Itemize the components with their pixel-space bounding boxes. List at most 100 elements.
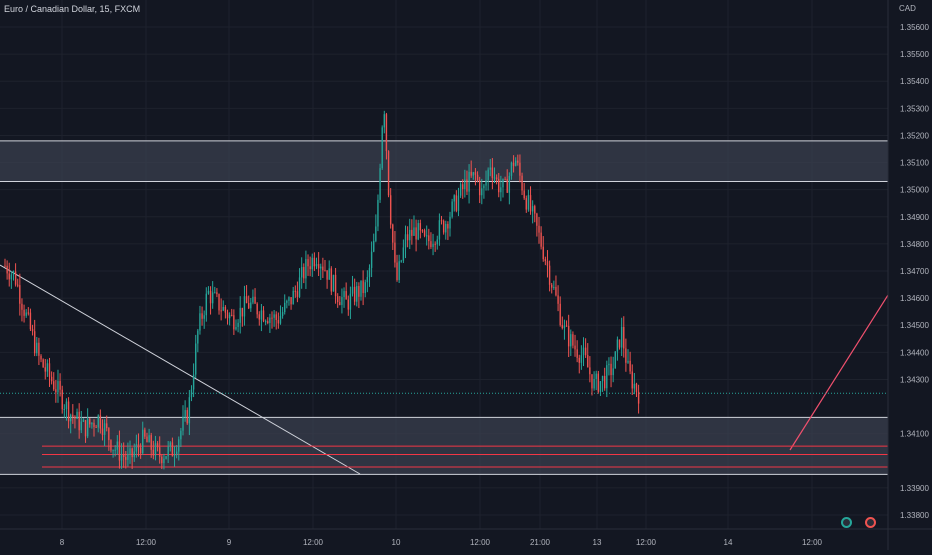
- candle-body: [548, 265, 551, 285]
- candle-body: [86, 418, 89, 437]
- candle-body: [529, 195, 532, 212]
- candle-body: [19, 285, 21, 304]
- candle-body: [534, 206, 536, 214]
- candle-body: [127, 453, 129, 460]
- candle-body: [483, 185, 485, 189]
- candle-body: [434, 243, 436, 245]
- candle-body: [135, 444, 138, 452]
- candle-body: [264, 321, 267, 323]
- candle-body: [341, 297, 343, 305]
- candle-body: [487, 169, 489, 181]
- candle-body: [470, 171, 472, 176]
- candle-body: [358, 286, 360, 297]
- candle-body: [67, 401, 70, 422]
- trendline-projection[interactable]: [789, 283, 896, 451]
- chart-settings-icon[interactable]: [841, 517, 852, 528]
- candle-body: [82, 420, 85, 422]
- candle-body: [214, 292, 216, 294]
- candle-body: [495, 177, 498, 179]
- candle-body: [10, 274, 13, 280]
- candle-body: [512, 162, 515, 166]
- candle-body: [553, 286, 555, 288]
- candle-body: [493, 177, 496, 179]
- candle-body: [574, 345, 576, 350]
- candle-body: [59, 381, 61, 390]
- candle-body: [565, 325, 568, 327]
- y-tick-label: 1.35000: [900, 186, 929, 195]
- candle-body: [587, 355, 589, 368]
- candle-body: [182, 416, 184, 431]
- candle-body: [521, 175, 523, 191]
- candle-body: [158, 447, 161, 457]
- candle-body: [305, 259, 307, 279]
- candle-body: [356, 286, 358, 302]
- candle-body: [93, 422, 95, 427]
- candle-body: [385, 114, 388, 152]
- candle-body: [108, 428, 110, 441]
- candle-body: [425, 235, 428, 237]
- candle-body: [334, 274, 337, 297]
- alert-icon[interactable]: [865, 517, 876, 528]
- price-axis[interactable]: [888, 0, 932, 550]
- candle-body: [284, 302, 286, 313]
- candle-body: [570, 334, 572, 347]
- candle-body: [591, 374, 593, 389]
- candle-body: [142, 429, 144, 454]
- candle-body: [303, 267, 305, 279]
- candle-body: [572, 334, 574, 346]
- candle-body: [445, 223, 447, 233]
- y-tick-label: 1.35100: [900, 159, 929, 168]
- candle-body: [112, 449, 114, 451]
- candle-body: [201, 313, 203, 319]
- candle-body: [139, 447, 142, 454]
- candle-body: [510, 162, 513, 176]
- candle-body: [491, 167, 494, 178]
- candle-body: [559, 303, 561, 325]
- candle-body: [231, 314, 233, 316]
- trendline-descending[interactable]: [0, 264, 361, 475]
- candle-body: [17, 284, 19, 286]
- candle-body: [442, 220, 445, 233]
- candle-body: [315, 263, 318, 267]
- candle-body: [307, 259, 309, 267]
- candle-body: [500, 187, 502, 193]
- candle-body: [366, 277, 369, 283]
- candle-body: [498, 178, 500, 193]
- candle-body: [203, 315, 205, 319]
- candle-body: [48, 363, 51, 377]
- candle-body: [69, 414, 72, 422]
- candle-body: [567, 326, 570, 347]
- candle-body: [192, 374, 195, 390]
- candle-body: [542, 246, 544, 260]
- candle-body: [519, 162, 521, 176]
- candle-body: [603, 375, 606, 389]
- candle-body: [635, 383, 638, 392]
- candle-body: [599, 381, 602, 392]
- zone-1[interactable]: [0, 140, 888, 182]
- candle-body: [4, 265, 6, 267]
- y-tick-label: 1.33800: [900, 511, 929, 520]
- symbol-title[interactable]: Euro / Canadian Dollar, 15, FXCM: [4, 4, 141, 14]
- candle-body: [413, 227, 415, 236]
- candle-body: [95, 426, 97, 428]
- candle-body: [417, 223, 419, 240]
- y-tick-label: 1.35600: [900, 23, 929, 32]
- candle-body: [440, 220, 443, 222]
- candle-body: [250, 302, 252, 309]
- candle-body: [120, 454, 123, 461]
- candle-body: [612, 368, 614, 376]
- candle-body: [271, 317, 273, 319]
- candle-body: [8, 273, 10, 280]
- candle-body: [343, 291, 345, 298]
- candle-body: [14, 271, 17, 285]
- candle-body: [97, 415, 99, 428]
- candle-body: [245, 296, 248, 304]
- candle-body: [277, 320, 280, 324]
- candle-body: [53, 381, 55, 390]
- candle-body: [199, 313, 201, 331]
- candle-body: [438, 220, 441, 240]
- candle-body: [222, 306, 224, 311]
- candle-body: [584, 347, 587, 356]
